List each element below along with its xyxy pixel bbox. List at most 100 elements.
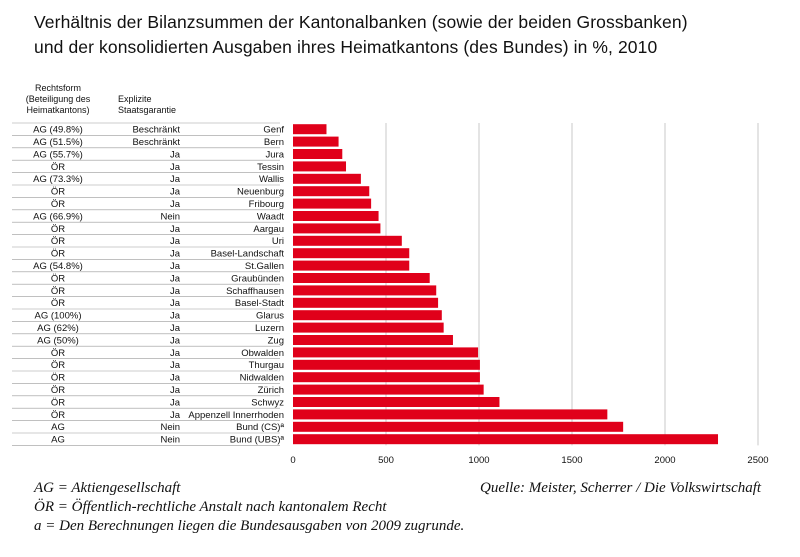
bar-17	[293, 322, 444, 333]
bar-3	[293, 149, 343, 159]
rechtsform-label: ÖR	[51, 273, 65, 284]
row-name-label: Graubünden	[231, 273, 284, 284]
x-tick-label: 1000	[468, 455, 489, 466]
bar-12	[293, 260, 410, 271]
row-name-label: Luzern	[255, 323, 284, 334]
bar-20	[293, 359, 480, 370]
staatsgarantie-label: Beschränkt	[132, 125, 180, 136]
staatsgarantie-label: Ja	[170, 162, 181, 173]
row-name-label: Bund (CS)ª	[236, 422, 284, 433]
row-name-label: Basel-Stadt	[235, 298, 284, 309]
staatsgarantie-label: Ja	[170, 311, 181, 322]
header-rechtsform-line-2: (Beteiligung des	[26, 94, 91, 104]
column-headers: Rechtsform(Beteiligung desHeimatkantons)…	[26, 83, 176, 115]
staatsgarantie-label: Ja	[170, 236, 181, 247]
rechtsform-label: ÖR	[51, 360, 65, 371]
staatsgarantie-label: Ja	[170, 187, 181, 198]
bar-5	[293, 173, 361, 184]
staatsgarantie-label: Nein	[160, 211, 180, 222]
staatsgarantie-label: Ja	[170, 249, 181, 260]
bar-1	[293, 124, 327, 135]
row-name-label: Glarus	[256, 311, 284, 322]
row-name-label: Wallis	[259, 174, 284, 185]
chart-title-line-1: Verhältnis der Bilanzsummen der Kantonal…	[34, 12, 688, 32]
staatsgarantie-label: Ja	[170, 273, 181, 284]
x-axis-ticks: 0 500 1000 1500 2000 2500	[290, 455, 768, 466]
bar-2	[293, 136, 339, 147]
x-tick-label: 2500	[747, 455, 768, 466]
bar-14	[293, 285, 437, 296]
header-rechtsform-line-1: Rechtsform	[35, 83, 81, 93]
staatsgarantie-label: Ja	[170, 348, 181, 359]
bars	[293, 124, 719, 445]
row-name-label: Obwalden	[241, 348, 284, 359]
bar-26	[293, 434, 719, 445]
rechtsform-label: AG (73.3%)	[33, 174, 83, 185]
row-name-label: Thurgau	[249, 360, 284, 371]
rechtsform-label: ÖR	[51, 410, 65, 421]
rechtsform-label: ÖR	[51, 199, 65, 210]
x-tick-label: 0	[290, 455, 295, 466]
footnote-oer: ÖR = Öffentlich-rechtliche Anstalt nach …	[34, 499, 387, 515]
rechtsform-label: AG (100%)	[35, 311, 82, 322]
x-tick-label: 2000	[654, 455, 675, 466]
row-name-label: Jura	[266, 149, 285, 160]
rechtsform-label: ÖR	[51, 373, 65, 384]
rechtsform-label: AG (66.9%)	[33, 211, 83, 222]
footnote-a: a = Den Berechnungen liegen die Bundesau…	[34, 518, 465, 534]
chart-title-line-2: und der konsolidierten Ausgaben ihres He…	[34, 37, 658, 57]
bar-9	[293, 223, 381, 234]
bar-15	[293, 297, 439, 308]
rechtsform-label: AG (51.5%)	[33, 137, 83, 148]
source-note: Quelle: Meister, Scherrer / Die Volkswir…	[480, 480, 762, 496]
row-name-label: Zürich	[258, 385, 284, 396]
rechtsform-label: ÖR	[51, 298, 65, 309]
row-name-label: Appenzell Innerrhoden	[188, 410, 284, 421]
x-tick-label: 1500	[561, 455, 582, 466]
row-name-label: Nidwalden	[240, 373, 284, 384]
header-staatsgarantie-line-1: Explizite	[118, 94, 152, 104]
rechtsform-label: ÖR	[51, 348, 65, 359]
row-name-label: Waadt	[257, 211, 284, 222]
staatsgarantie-label: Nein	[160, 435, 180, 446]
rechtsform-label: AG	[51, 422, 65, 433]
rechtsform-label: ÖR	[51, 224, 65, 235]
staatsgarantie-label: Ja	[170, 174, 181, 185]
rechtsform-label: ÖR	[51, 236, 65, 247]
row-name-label: Schaffhausen	[226, 286, 284, 297]
row-name-label: Basel-Landschaft	[211, 249, 285, 260]
bar-25	[293, 421, 624, 432]
staatsgarantie-label: Beschränkt	[132, 137, 180, 148]
bar-24	[293, 409, 608, 420]
staatsgarantie-label: Ja	[170, 373, 181, 384]
rechtsform-label: AG (54.8%)	[33, 261, 83, 272]
bar-11	[293, 248, 410, 259]
row-name-label: Bern	[264, 137, 284, 148]
bar-10	[293, 235, 402, 246]
header-rechtsform-line-3: Heimatkantons)	[26, 105, 89, 115]
staatsgarantie-label: Ja	[170, 261, 181, 272]
staatsgarantie-label: Ja	[170, 385, 181, 396]
row-labels: Genf AG (49.8%) Beschränkt Bern AG (51.5%) Be…	[33, 125, 285, 446]
bar-19	[293, 347, 479, 358]
row-name-label: Uri	[272, 236, 284, 247]
rechtsform-label: ÖR	[51, 187, 65, 198]
bar-22	[293, 384, 484, 395]
row-name-label: St.Gallen	[245, 261, 284, 272]
rechtsform-label: ÖR	[51, 286, 65, 297]
row-name-label: Aargau	[253, 224, 284, 235]
row-name-label: Neuenburg	[237, 187, 284, 198]
bar-18	[293, 335, 453, 345]
staatsgarantie-label: Ja	[170, 286, 181, 297]
staatsgarantie-label: Ja	[170, 360, 181, 371]
row-name-label: Bund (UBS)ª	[230, 435, 285, 446]
staatsgarantie-label: Ja	[170, 149, 181, 160]
staatsgarantie-label: Ja	[170, 323, 181, 334]
bar-4	[293, 161, 347, 172]
staatsgarantie-label: Ja	[170, 298, 181, 309]
rechtsform-label: AG (62%)	[37, 323, 79, 334]
rechtsform-label: ÖR	[51, 249, 65, 260]
bar-8	[293, 211, 379, 221]
staatsgarantie-label: Ja	[170, 199, 181, 210]
